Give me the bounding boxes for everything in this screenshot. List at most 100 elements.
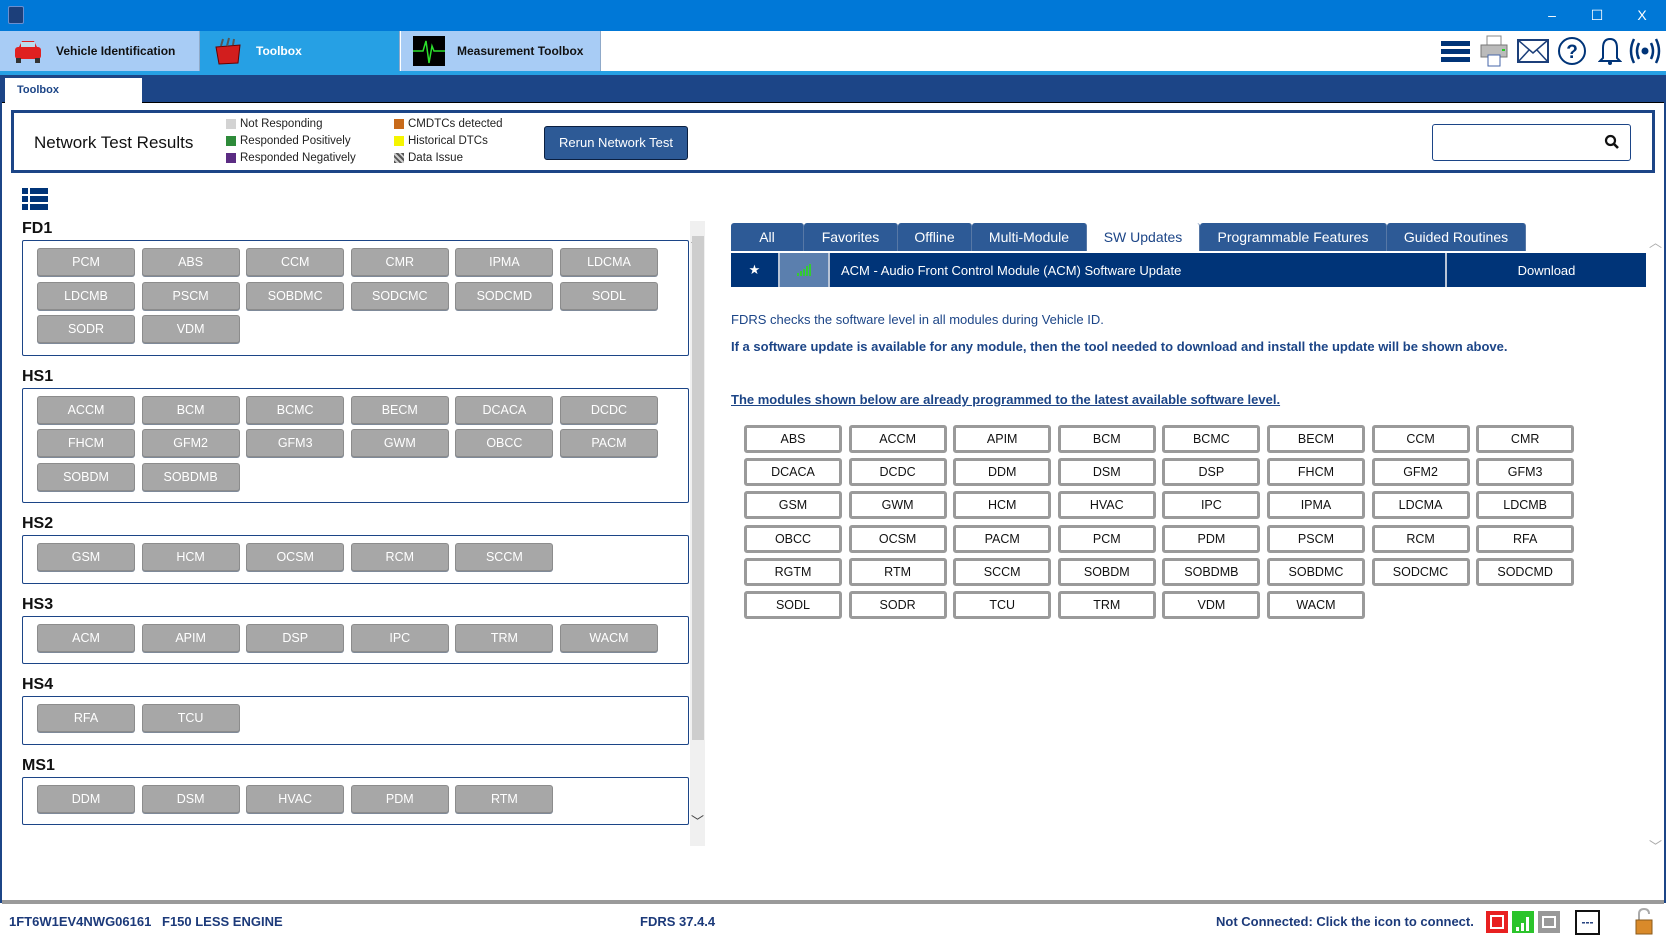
module-button-cmr[interactable]: CMR <box>350 248 449 276</box>
download-button[interactable]: Download <box>1517 262 1576 278</box>
module-button-gsm[interactable]: GSM <box>37 543 135 571</box>
module-button-bcmc[interactable]: BCMC <box>246 395 345 424</box>
connection-dash[interactable]: --- <box>1575 910 1600 935</box>
module-button-ldcma[interactable]: LDCMA <box>559 248 658 276</box>
rerun-network-test-button[interactable]: Rerun Network Test <box>544 126 688 160</box>
module-button-dcaca[interactable]: DCACA <box>455 395 554 424</box>
favorite-star-icon[interactable]: ★ <box>731 253 780 287</box>
module-button-pacm[interactable]: PACM <box>559 429 658 457</box>
latest-module-rgtm[interactable]: RGTM <box>744 557 842 586</box>
right-scrollbar[interactable]: ︿ ﹀ <box>1648 226 1664 856</box>
tab-measurement-toolbox[interactable]: Measurement Toolbox <box>401 31 601 71</box>
close-button[interactable]: X <box>1637 7 1647 23</box>
latest-module-pscm[interactable]: PSCM <box>1266 524 1365 553</box>
latest-module-vdm[interactable]: VDM <box>1162 590 1261 619</box>
module-button-wacm[interactable]: WACM <box>559 623 658 652</box>
module-button-ipc[interactable]: IPC <box>350 623 449 652</box>
latest-module-sodl[interactable]: SODL <box>744 590 842 619</box>
latest-module-bcmc[interactable]: BCMC <box>1162 425 1261 453</box>
scroll-up-icon[interactable]: ︿ <box>1648 235 1662 250</box>
module-button-sobdmc[interactable]: SOBDMC <box>246 281 345 310</box>
tab-favorites[interactable]: Favorites <box>804 223 898 251</box>
module-button-sodcmd[interactable]: SODCMD <box>455 281 554 310</box>
wireless-icon[interactable] <box>1629 36 1661 66</box>
minimize-button[interactable]: – <box>1548 7 1556 23</box>
latest-module-sodcmc[interactable]: SODCMC <box>1371 557 1470 586</box>
module-button-pdm[interactable]: PDM <box>350 784 449 813</box>
latest-module-hvac[interactable]: HVAC <box>1057 491 1156 520</box>
latest-module-ipma[interactable]: IPMA <box>1266 491 1365 520</box>
latest-module-hcm[interactable]: HCM <box>953 491 1052 520</box>
latest-module-sodr[interactable]: SODR <box>848 590 947 619</box>
latest-module-sccm[interactable]: SCCM <box>953 557 1052 586</box>
search-input[interactable] <box>1432 124 1631 161</box>
mail-icon[interactable] <box>1517 36 1549 66</box>
latest-module-becm[interactable]: BECM <box>1266 425 1365 453</box>
module-button-rtm[interactable]: RTM <box>455 784 554 813</box>
network-adapter-icon[interactable] <box>1538 911 1560 933</box>
latest-module-sobdm[interactable]: SOBDM <box>1057 557 1156 586</box>
scroll-down-icon[interactable]: ﹀ <box>690 814 704 829</box>
module-button-ipma[interactable]: IPMA <box>455 248 554 276</box>
module-button-ddm[interactable]: DDM <box>37 784 135 813</box>
sw-update-row[interactable]: ★ ACM - Audio Front Control Module (ACM)… <box>731 253 1646 287</box>
latest-module-rcm[interactable]: RCM <box>1371 524 1470 553</box>
sub-tab-toolbox[interactable]: Toolbox <box>5 78 142 104</box>
printer-icon[interactable] <box>1478 35 1510 67</box>
module-button-vdm[interactable]: VDM <box>141 315 240 343</box>
latest-module-rtm[interactable]: RTM <box>848 557 947 586</box>
module-button-becm[interactable]: BECM <box>350 395 449 424</box>
latest-module-dsp[interactable]: DSP <box>1162 458 1261 487</box>
latest-module-gfm2[interactable]: GFM2 <box>1371 458 1470 487</box>
latest-module-ldcmb[interactable]: LDCMB <box>1476 491 1575 520</box>
left-scrollbar-thumb[interactable] <box>692 236 704 740</box>
latest-module-dcdc[interactable]: DCDC <box>848 458 947 487</box>
module-button-gwm[interactable]: GWM <box>350 429 449 457</box>
module-button-trm[interactable]: TRM <box>455 623 554 652</box>
module-button-dcdc[interactable]: DCDC <box>559 395 658 424</box>
latest-module-dcaca[interactable]: DCACA <box>744 458 842 487</box>
tab-programmable-features[interactable]: Programmable Features <box>1200 223 1387 251</box>
latest-module-sobdmc[interactable]: SOBDMC <box>1266 557 1365 586</box>
module-button-gfm3[interactable]: GFM3 <box>246 429 345 457</box>
latest-module-pdm[interactable]: PDM <box>1162 524 1261 553</box>
latest-module-sobdmb[interactable]: SOBDMB <box>1162 557 1261 586</box>
module-button-sodl[interactable]: SODL <box>559 281 658 310</box>
latest-module-accm[interactable]: ACCM <box>848 425 947 453</box>
tab-all[interactable]: All <box>731 223 804 251</box>
latest-module-trm[interactable]: TRM <box>1057 590 1156 619</box>
tab-multi-module[interactable]: Multi-Module <box>972 223 1087 251</box>
maximize-button[interactable]: ☐ <box>1590 7 1604 23</box>
module-button-dsm[interactable]: DSM <box>141 784 240 813</box>
module-button-pcm[interactable]: PCM <box>37 248 135 276</box>
module-button-sccm[interactable]: SCCM <box>455 543 554 571</box>
latest-module-ddm[interactable]: DDM <box>953 458 1052 487</box>
latest-module-pcm[interactable]: PCM <box>1057 524 1156 553</box>
list-view-icon[interactable] <box>22 188 48 215</box>
latest-module-dsm[interactable]: DSM <box>1057 458 1156 487</box>
latest-module-apim[interactable]: APIM <box>953 425 1052 453</box>
signal-strength-icon[interactable] <box>1512 911 1534 933</box>
help-icon[interactable]: ? <box>1556 36 1588 66</box>
latest-module-ipc[interactable]: IPC <box>1162 491 1261 520</box>
latest-module-abs[interactable]: ABS <box>744 425 842 453</box>
module-button-ccm[interactable]: CCM <box>246 248 345 276</box>
connection-status[interactable]: Not Connected: Click the icon to connect… <box>1216 914 1474 929</box>
latest-module-rfa[interactable]: RFA <box>1476 524 1575 553</box>
module-button-sobdm[interactable]: SOBDM <box>37 462 135 491</box>
tab-offline[interactable]: Offline <box>898 223 972 251</box>
module-button-tcu[interactable]: TCU <box>141 704 240 732</box>
module-button-rfa[interactable]: RFA <box>37 704 135 732</box>
latest-module-tcu[interactable]: TCU <box>953 590 1052 619</box>
latest-module-obcc[interactable]: OBCC <box>744 524 842 553</box>
latest-module-wacm[interactable]: WACM <box>1266 590 1365 619</box>
module-button-apim[interactable]: APIM <box>141 623 240 652</box>
search-icon[interactable] <box>1604 134 1620 155</box>
latest-module-bcm[interactable]: BCM <box>1057 425 1156 453</box>
latest-module-gfm3[interactable]: GFM3 <box>1476 458 1575 487</box>
module-button-gfm2[interactable]: GFM2 <box>141 429 240 457</box>
latest-module-gsm[interactable]: GSM <box>744 491 842 520</box>
latest-module-cmr[interactable]: CMR <box>1476 425 1575 453</box>
latest-module-gwm[interactable]: GWM <box>848 491 947 520</box>
module-button-acm[interactable]: ACM <box>37 623 135 652</box>
